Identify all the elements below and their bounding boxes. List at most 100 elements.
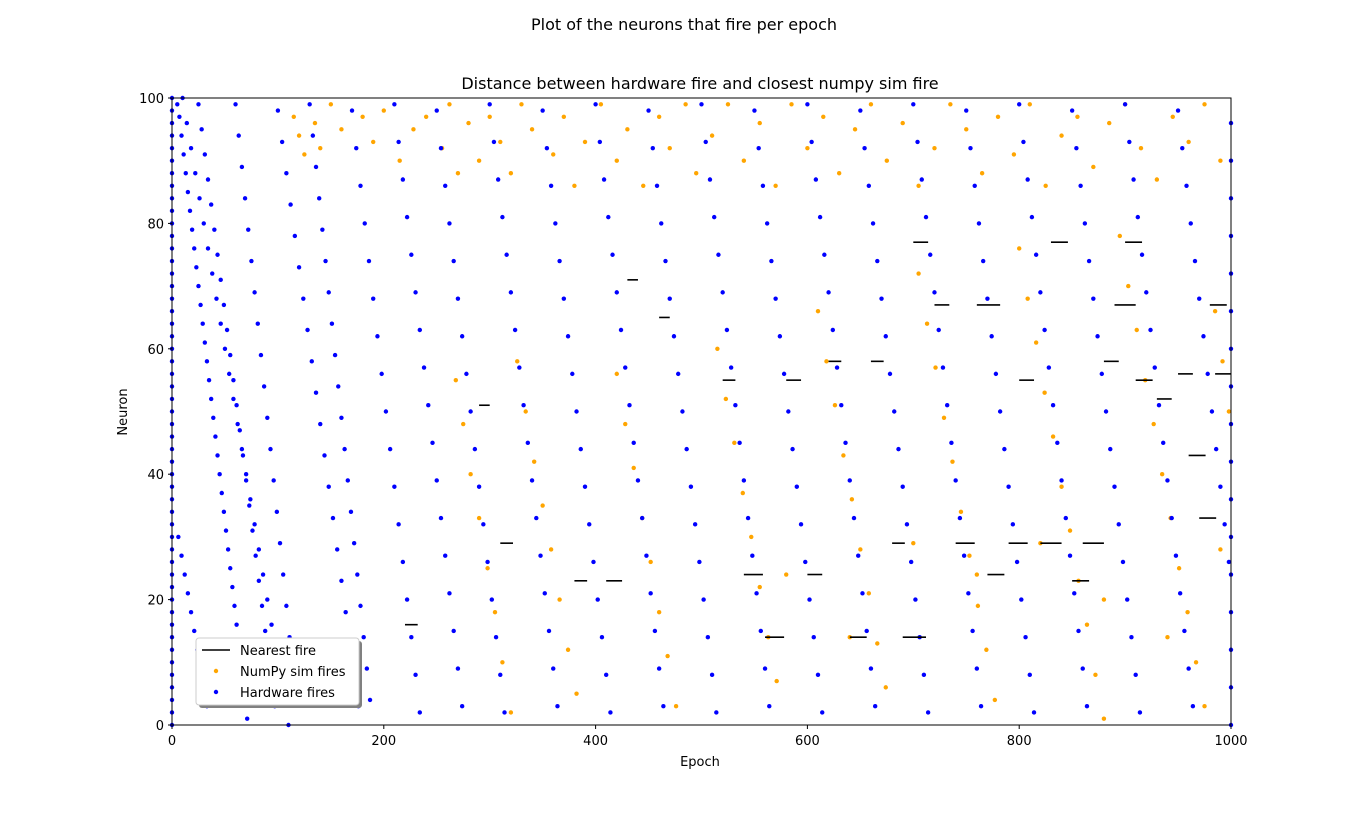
series-hardware-fires	[169, 95, 1234, 728]
hardware-fire-point	[720, 290, 725, 295]
x-tick-label: 0	[168, 734, 176, 749]
plot-area	[169, 95, 1234, 728]
numpy-fire-point	[757, 120, 762, 126]
numpy-fire-point	[508, 710, 514, 715]
legend-label-numpy-sim-fires: NumPy sim fires	[240, 665, 346, 680]
hardware-fire-point	[856, 553, 861, 558]
numpy-fire-point	[858, 547, 863, 552]
numpy-fire-point	[757, 584, 762, 590]
hardware-fire-point	[1042, 327, 1047, 333]
hardware-fire-point	[879, 296, 884, 301]
hardware-fire-point	[834, 365, 840, 370]
hardware-fire-point	[1002, 446, 1007, 452]
hardware-fire-point	[502, 710, 507, 715]
nearest-fire-segments	[404, 241, 1231, 639]
hardware-fire-point	[712, 214, 717, 220]
numpy-fire-point	[924, 321, 930, 326]
hardware-fire-point	[242, 196, 248, 201]
hardware-fire-point	[1046, 365, 1052, 370]
numpy-fire-point	[656, 114, 662, 120]
hardware-fire-point	[705, 635, 711, 640]
numpy-fire-point	[540, 503, 545, 508]
hardware-fire-point	[697, 559, 702, 565]
numpy-fire-point	[1084, 622, 1090, 627]
hardware-fire-point	[404, 214, 410, 220]
hardware-fire-point	[944, 403, 950, 408]
chart-title: Distance between hardware fire and close…	[461, 74, 938, 93]
numpy-fire-point	[979, 171, 985, 176]
hardware-fire-point	[326, 290, 331, 295]
y-tick-label: 60	[147, 343, 164, 358]
hardware-fire-point	[587, 522, 592, 527]
hardware-fire-point	[430, 440, 435, 446]
numpy-fire-point	[667, 145, 672, 151]
numpy-fire-point	[614, 371, 619, 377]
numpy-fire-point	[1193, 660, 1199, 665]
hardware-fire-point	[985, 296, 990, 301]
hardware-fire-point	[811, 635, 816, 640]
hardware-fire-point	[830, 327, 836, 333]
hardware-fire-point	[284, 171, 289, 176]
numpy-fire-point	[866, 591, 872, 596]
hardware-fire-point	[421, 365, 427, 370]
hardware-fire-point	[968, 145, 973, 151]
hardware-fire-point	[485, 559, 490, 565]
hardware-fire-point	[240, 453, 246, 458]
hardware-fire-point	[923, 214, 929, 220]
hardware-fire-point	[243, 472, 249, 477]
hardware-fire-point	[1103, 409, 1109, 414]
hardware-fire-point	[553, 221, 558, 226]
numpy-fire-point	[548, 547, 554, 552]
hardware-fire-point	[578, 446, 583, 452]
hardware-fire-point	[851, 515, 857, 521]
numpy-fire-point	[453, 377, 459, 383]
numpy-fire-point	[500, 660, 505, 665]
hardware-fire-point	[1137, 710, 1143, 715]
hardware-fire-point	[182, 572, 187, 577]
numpy-fire-point	[941, 415, 947, 420]
numpy-fire-point	[1017, 246, 1022, 251]
hardware-fire-point	[1055, 440, 1060, 446]
hardware-fire-point	[265, 415, 270, 420]
hardware-fire-point	[1125, 597, 1130, 602]
hardware-fire-point	[911, 102, 916, 107]
hardware-fire-point	[221, 302, 227, 308]
hardware-fire-point	[223, 528, 229, 533]
hardware-fire-point	[1148, 327, 1153, 333]
hardware-fire-point	[228, 566, 233, 571]
numpy-fire-point	[531, 459, 537, 464]
numpy-fire-point	[723, 396, 729, 402]
hardware-fire-point	[866, 183, 872, 188]
hardware-fire-point	[326, 484, 331, 489]
numpy-fire-point	[498, 139, 503, 145]
numpy-fire-point	[709, 133, 715, 138]
hardware-fire-point	[348, 509, 354, 515]
y-tick-label: 0	[156, 719, 164, 734]
hardware-fire-point	[222, 346, 228, 351]
numpy-fire-point	[447, 102, 452, 107]
numpy-fire-point	[461, 421, 466, 427]
hardware-fire-point	[565, 334, 571, 339]
hardware-fire-point	[343, 609, 348, 615]
hardware-fire-point	[371, 296, 376, 301]
numpy-fire-point	[371, 139, 376, 145]
hardware-fire-point	[252, 522, 257, 527]
hardware-fire-point	[970, 628, 975, 634]
numpy-fire-point	[487, 114, 492, 120]
hardware-fire-point	[226, 371, 232, 377]
numpy-fire-point	[1220, 359, 1225, 364]
hardware-fire-point	[253, 553, 258, 558]
hardware-fire-point	[650, 145, 655, 151]
hardware-fire-point	[786, 409, 791, 414]
hardware-fire-point	[237, 428, 242, 433]
hardware-fire-point	[196, 102, 201, 107]
hardware-fire-point	[822, 252, 827, 257]
numpy-fire-point	[574, 691, 579, 696]
hardware-fire-point	[354, 145, 359, 151]
numpy-fire-point	[360, 114, 365, 120]
hardware-fire-point	[318, 421, 323, 427]
hardware-fire-point	[413, 672, 418, 678]
hardware-fire-point	[358, 183, 363, 188]
hardware-fire-point	[1038, 290, 1043, 295]
hardware-fire-point	[1067, 553, 1073, 558]
